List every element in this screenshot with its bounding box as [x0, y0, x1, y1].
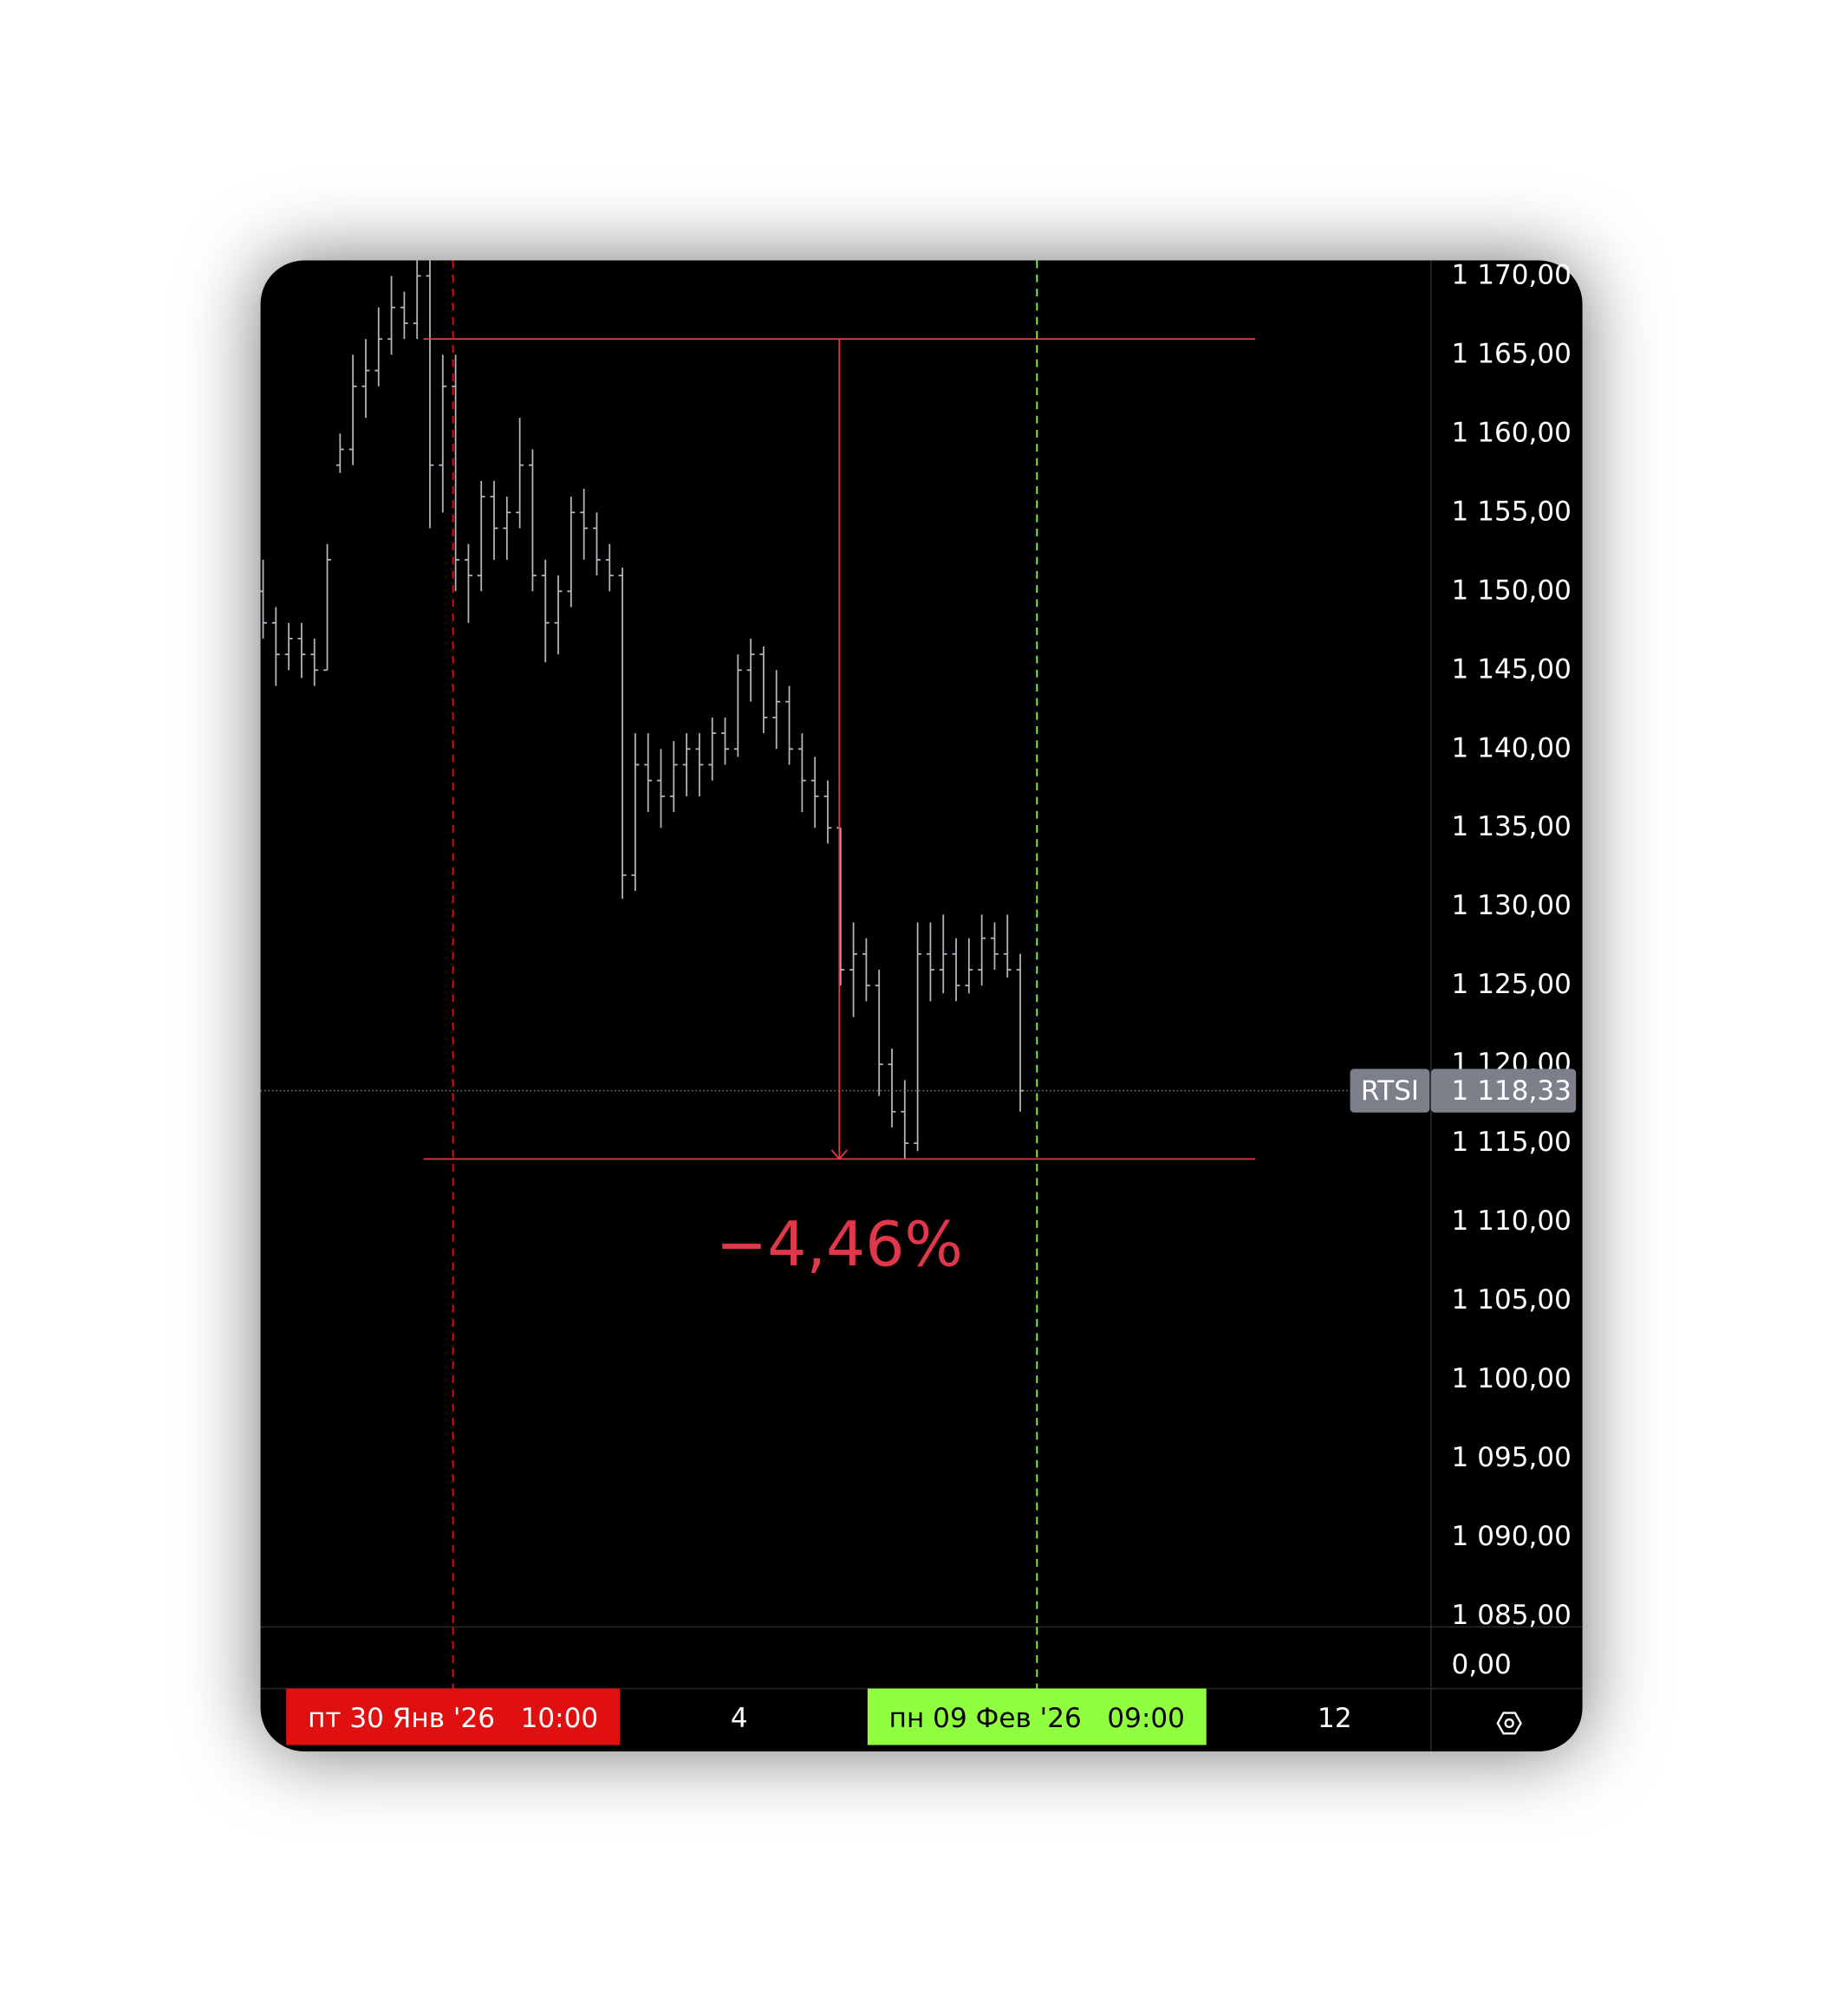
- overlay: 0,00 RTSI 1 118,33 −4,46% пт 30 Янв '26 10:0…: [286, 1069, 1577, 1745]
- x-tick-label: 4: [731, 1703, 748, 1734]
- symbol-label: RTSI: [1361, 1075, 1419, 1107]
- y-tick-label: 1 115,00: [1452, 1127, 1571, 1158]
- y-tick-label: 1 100,00: [1452, 1363, 1571, 1394]
- y-tick-label: 1 105,00: [1452, 1284, 1571, 1316]
- marker-badge: [867, 1688, 1207, 1745]
- y-tick-label: 1 135,00: [1452, 811, 1571, 842]
- y-tick-label: 1 165,00: [1452, 338, 1571, 369]
- y-tick-label: 1 130,00: [1452, 890, 1571, 921]
- measure-arrow: [830, 1149, 848, 1160]
- x-tick-label: 12: [1318, 1703, 1352, 1734]
- marker-label: пн 09 Фев '26 09:00: [889, 1703, 1185, 1734]
- y-tick-label: 1 150,00: [1452, 575, 1571, 606]
- price-pane: [260, 260, 1431, 1627]
- volume-tick-label: 0,00: [1452, 1649, 1512, 1680]
- y-tick-label: 1 110,00: [1452, 1205, 1571, 1237]
- last-price-badge: [1430, 1069, 1577, 1113]
- y-tick-label: 1 160,00: [1452, 417, 1571, 448]
- symbol-badge: [1350, 1069, 1430, 1113]
- y-tick-label: 1 155,00: [1452, 496, 1571, 527]
- measure-label: −4,46%: [716, 1209, 963, 1281]
- y-tick-label: 1 090,00: [1452, 1521, 1571, 1552]
- price-axis: 1 085,00 1 090,00 1 095,00 1 100,00 1 105,00…: [1452, 259, 1571, 1631]
- marker-label: пт 30 Янв '26 10:00: [308, 1703, 598, 1734]
- y-tick-label: 1 125,00: [1452, 969, 1571, 1000]
- settings-icon[interactable]: [1496, 1712, 1522, 1735]
- y-tick-label: 1 145,00: [1452, 653, 1571, 685]
- y-tick-label: 1 140,00: [1452, 732, 1571, 763]
- y-tick-label: 1 095,00: [1452, 1442, 1571, 1473]
- marker-badge: [286, 1688, 621, 1745]
- y-tick-label: 1 170,00: [1452, 259, 1571, 290]
- last-price-label: 1 118,33: [1452, 1075, 1571, 1107]
- chart-card: [260, 260, 1583, 1752]
- y-tick-label: 1 085,00: [1452, 1600, 1571, 1631]
